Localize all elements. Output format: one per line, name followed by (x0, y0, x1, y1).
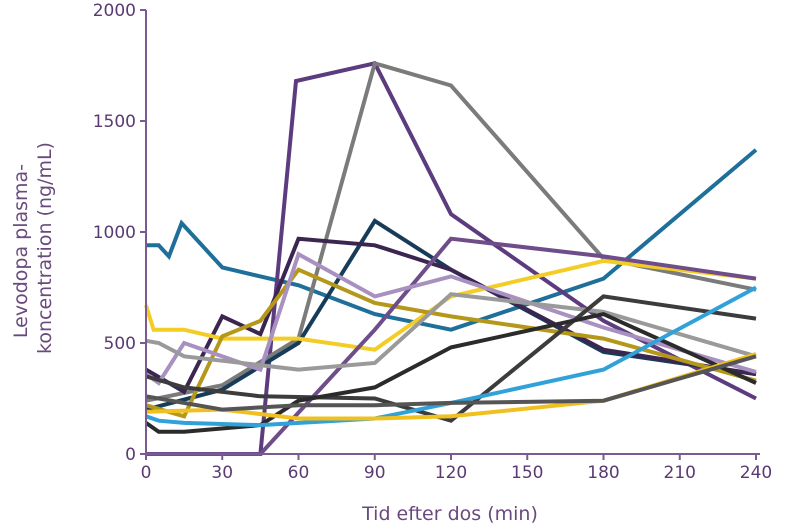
y-tick-label: 1500 (93, 112, 136, 132)
y-tick-label: 0 (125, 445, 136, 465)
y-axis-ticks: 0 500 1000 1500 2000 (93, 1, 146, 465)
x-axis-title: Tid efter dos (min) (361, 503, 538, 525)
series-line-10 (145, 292, 757, 372)
y-axis-title-line-2: koncentration (ng/mL) (34, 142, 56, 354)
x-tick-label: 240 (740, 463, 772, 483)
y-tick-label: 2000 (93, 1, 136, 21)
series-line-9 (144, 251, 757, 386)
x-tick-label: 0 (141, 463, 152, 483)
x-tick-label: 120 (435, 463, 467, 483)
x-axis-ticks: 0 30 60 90 120 150 180 210 240 (141, 454, 772, 483)
axes (144, 10, 760, 455)
x-tick-label: 150 (511, 463, 543, 483)
series-lines (144, 60, 758, 456)
series-line-12 (144, 312, 757, 434)
x-tick-label: 30 (211, 463, 233, 483)
x-tick-label: 60 (288, 463, 310, 483)
series-line-6 (144, 258, 757, 352)
series-line-3 (145, 60, 757, 403)
x-tick-label: 90 (364, 463, 386, 483)
y-axis-title-line-1: Levodopa plasma- (10, 164, 32, 338)
x-tick-label: 180 (587, 463, 619, 483)
series-line-15 (145, 354, 757, 412)
y-tick-label: 500 (104, 334, 136, 354)
y-axis-title: Levodopa plasma- koncentration (ng/mL) (10, 142, 56, 354)
series-line-5 (144, 236, 757, 395)
series-line-4 (145, 218, 757, 412)
series-line-13 (145, 285, 757, 428)
series-line-11 (145, 294, 757, 423)
x-tick-label: 210 (664, 463, 696, 483)
y-tick-label: 1000 (93, 223, 136, 243)
